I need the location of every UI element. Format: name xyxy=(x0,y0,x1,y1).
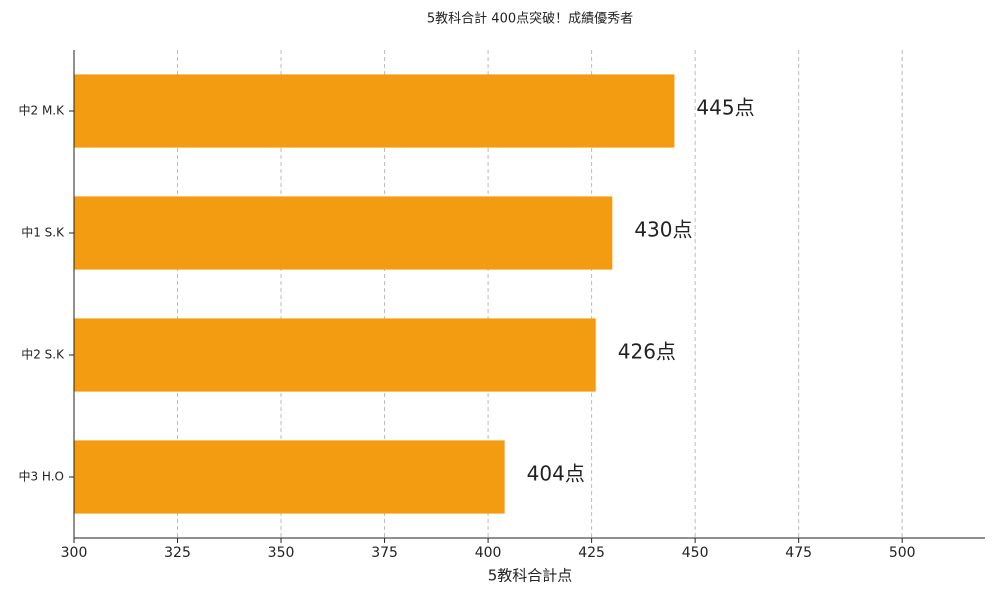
x-tick-label: 350 xyxy=(268,545,295,561)
y-tick-label: 中2 S.K xyxy=(21,347,65,362)
chart-title: 5教科合計 400点突破！成績優秀者 xyxy=(427,11,633,27)
x-tick-label: 450 xyxy=(682,545,709,561)
x-tick-label: 400 xyxy=(475,545,502,561)
x-tick-label: 475 xyxy=(785,545,812,561)
value-label: 404点 xyxy=(527,462,585,486)
y-tick-label: 中2 M.K xyxy=(19,103,66,118)
y-tick-label: 中1 S.K xyxy=(21,225,65,240)
value-label: 426点 xyxy=(618,340,676,364)
value-label: 430点 xyxy=(634,218,692,242)
value-label: 445点 xyxy=(696,96,754,120)
x-tick-label: 375 xyxy=(371,545,398,561)
bar xyxy=(74,318,596,392)
x-tick-label: 325 xyxy=(164,545,191,561)
y-tick-label: 中3 H.O xyxy=(18,469,64,484)
x-tick-label: 500 xyxy=(889,545,916,561)
bar xyxy=(74,74,675,148)
bar xyxy=(74,196,613,270)
x-axis-label: 5教科合計点 xyxy=(488,567,573,585)
x-tick-label: 425 xyxy=(578,545,605,561)
bar xyxy=(74,440,505,514)
x-tick-label: 300 xyxy=(61,545,88,561)
